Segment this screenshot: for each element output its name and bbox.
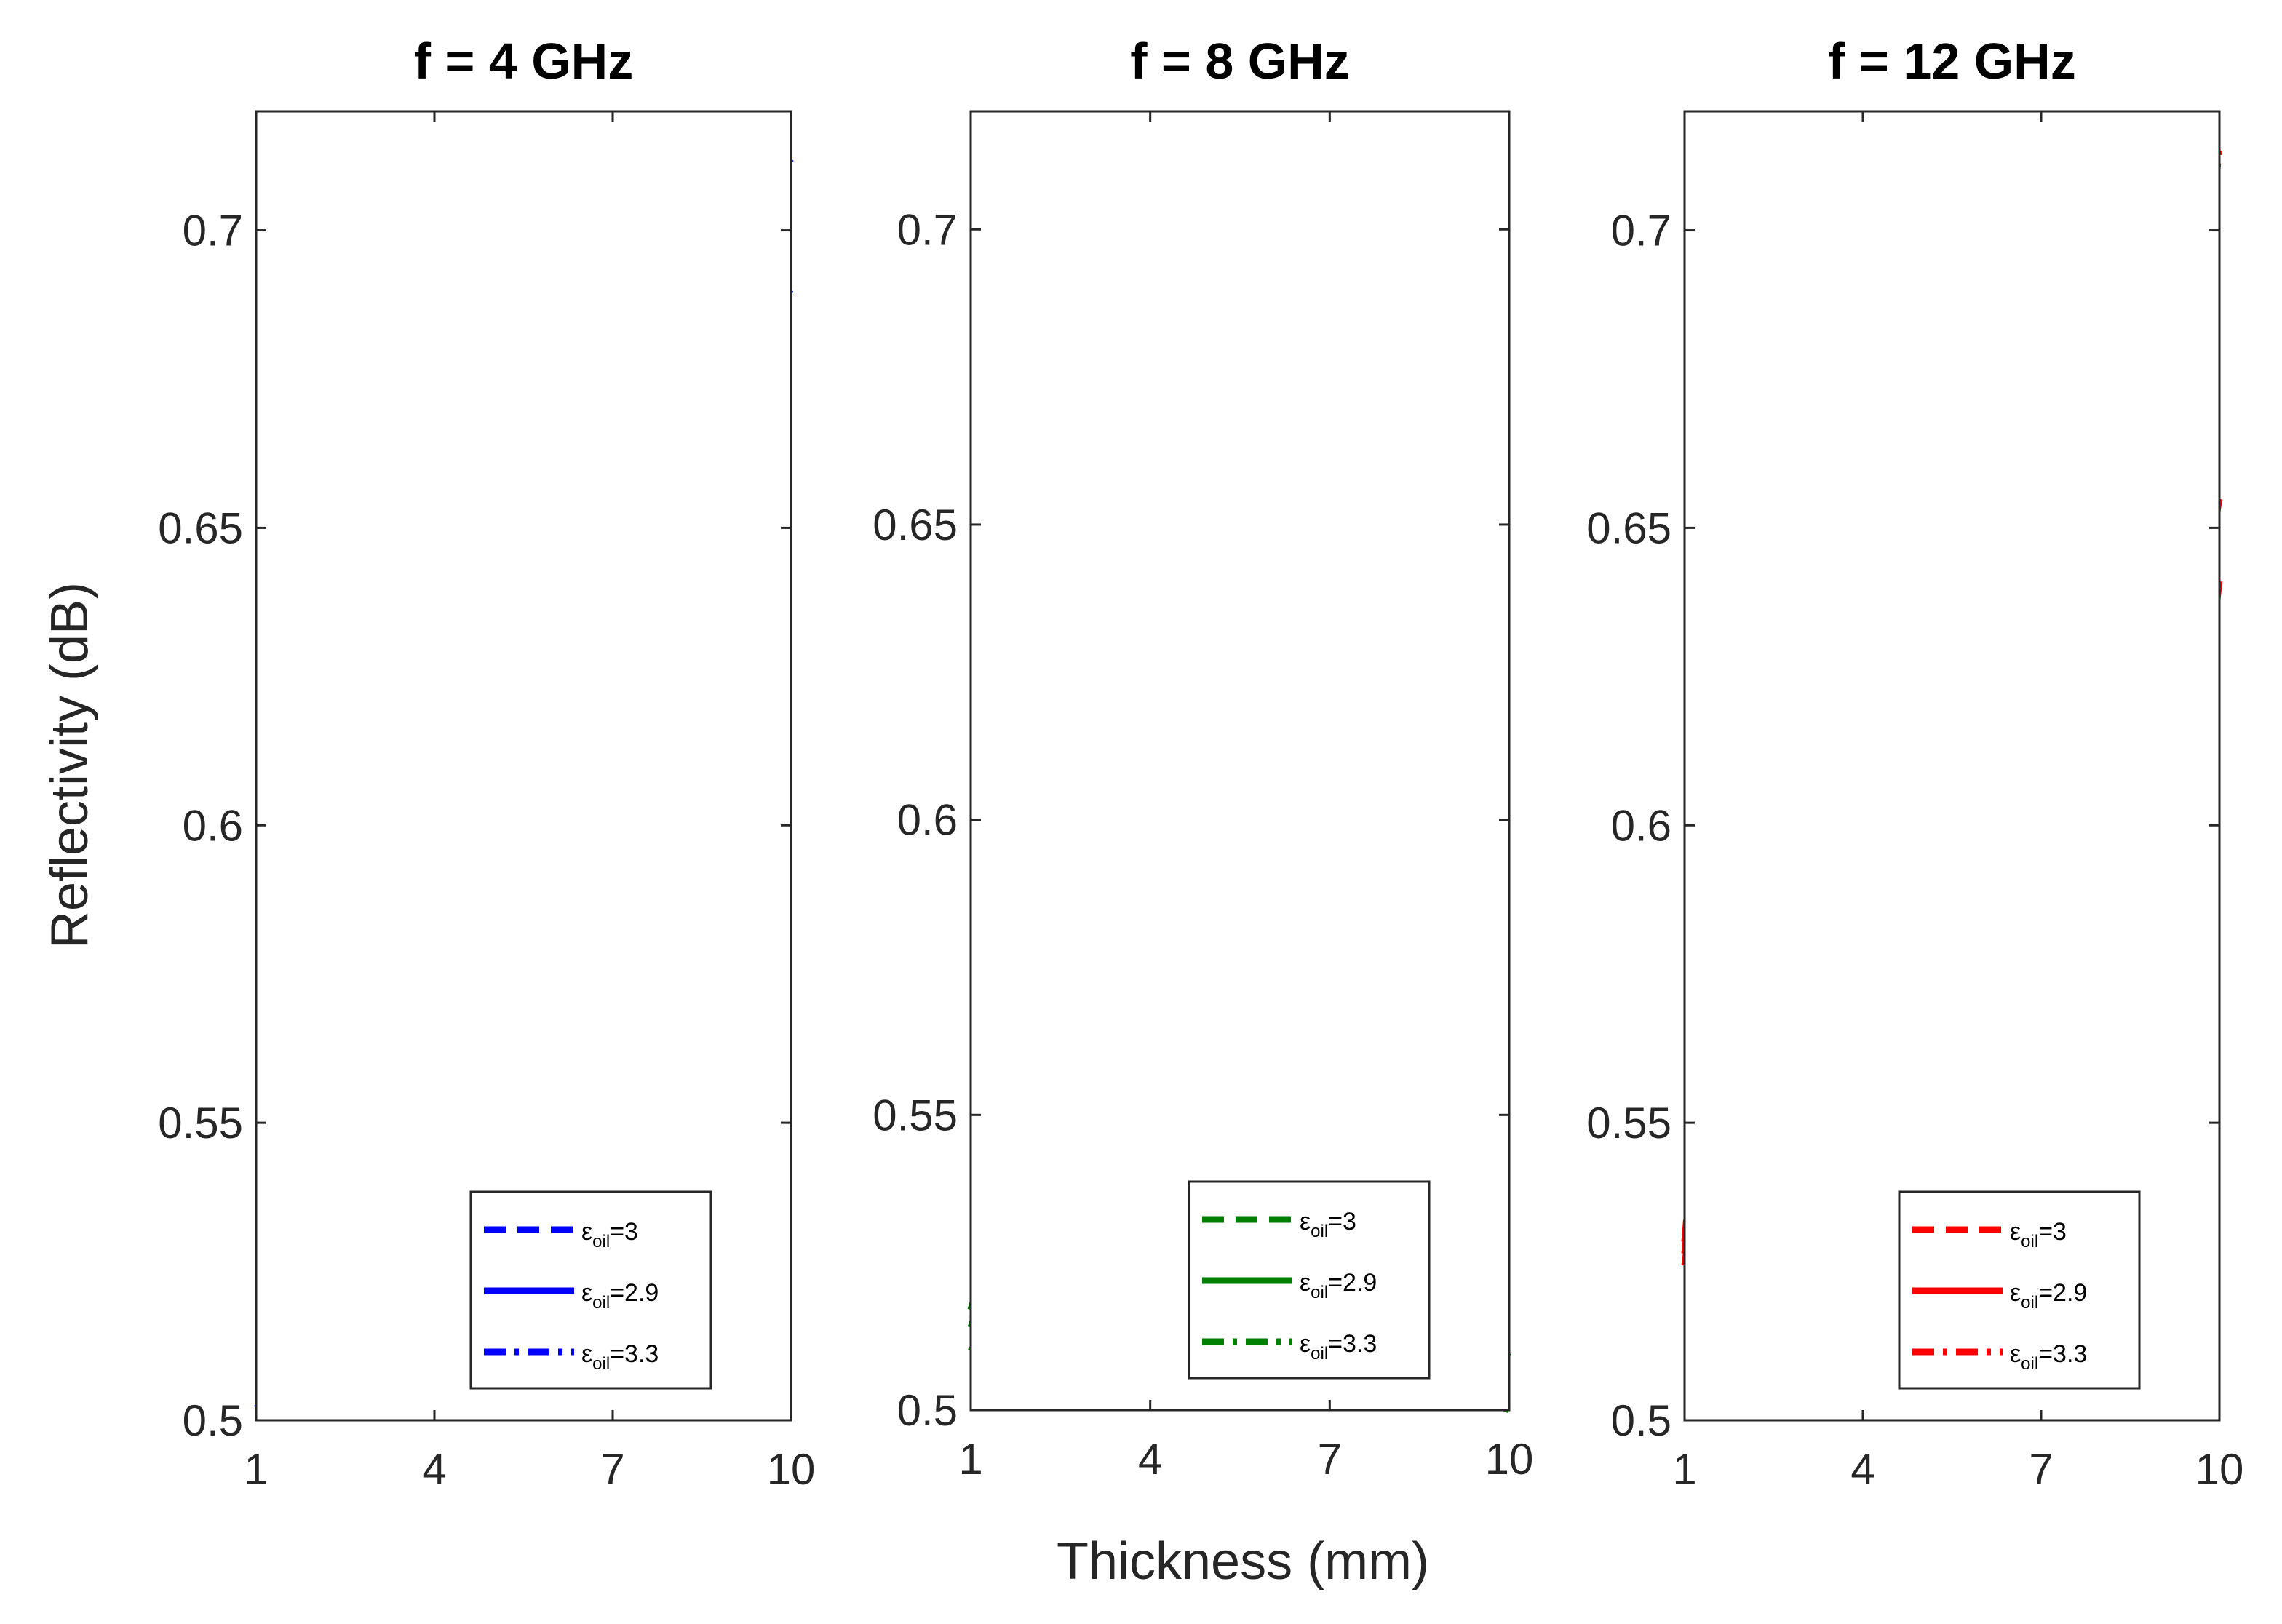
subplot-1: 1 4 7 100.50.550.60.650.7f = 4 GHzεoil=3εoi…	[158, 33, 815, 1494]
y-tick-label: 0.7	[1611, 207, 1671, 255]
y-tick-label: 0.7	[183, 207, 243, 255]
y-tick-label: 0.55	[158, 1099, 243, 1147]
x-tick-label: 1	[244, 1445, 268, 1494]
subplot-panels: 1 4 7 100.50.550.60.650.7f = 4 GHzεoil=3εoi…	[158, 33, 2243, 1494]
legend-entry-label: εoil=3.3	[1300, 1330, 1377, 1364]
y-tick-label: 0.55	[1586, 1099, 1671, 1147]
x-axis-label: Thickness (mm)	[1057, 1532, 1429, 1591]
subplot-3: 1 4 7 100.50.550.60.650.7f = 12 GHzεoil=3εo…	[1586, 33, 2243, 1494]
x-tick-label: 10	[1485, 1435, 1534, 1484]
legend-entry-label: εoil=3	[2010, 1218, 2067, 1251]
y-tick-label: 0.5	[1611, 1396, 1671, 1445]
x-tick-label: 10	[767, 1445, 816, 1494]
y-axis-label: Reflectivity (dB)	[41, 582, 99, 949]
x-tick-label: 7	[600, 1445, 624, 1494]
x-tick-label: 7	[1318, 1435, 1342, 1484]
y-tick-label: 0.5	[183, 1396, 243, 1445]
y-tick-label: 0.6	[183, 801, 243, 850]
legend-entry-label: εoil=3	[581, 1218, 638, 1251]
legend-entry-label: εoil=3	[1300, 1208, 1356, 1241]
y-tick-label: 0.5	[897, 1386, 958, 1435]
y-tick-label: 0.65	[872, 501, 958, 549]
legend-entry-label: εoil=2.9	[2010, 1279, 2087, 1313]
plot-title: f = 4 GHz	[414, 33, 633, 89]
x-tick-label: 1	[958, 1435, 982, 1484]
legend: εoil=3 εoil=2.9 εoil=3.3	[1188, 1180, 1431, 1380]
subplot-2: 1 4 7 100.50.550.60.650.7f = 8 GHzεoil=3εoi…	[872, 33, 1533, 1484]
y-tick-label: 0.65	[1586, 503, 1671, 552]
x-tick-label: 4	[422, 1445, 446, 1494]
legend-entry-label: εoil=3.3	[581, 1340, 659, 1374]
y-tick-label: 0.7	[897, 205, 958, 254]
x-tick-label: 4	[1138, 1435, 1162, 1484]
legend: εoil=3 εoil=2.9 εoil=3.3	[1898, 1190, 2141, 1390]
plot-title: f = 8 GHz	[1130, 33, 1349, 89]
x-tick-label: 10	[2195, 1445, 2244, 1494]
x-tick-label: 1	[1672, 1445, 1696, 1494]
y-tick-label: 0.65	[158, 503, 243, 552]
y-tick-label: 0.55	[872, 1091, 958, 1139]
legend-entry-label: εoil=2.9	[581, 1279, 659, 1313]
legend-entry-label: εoil=3.3	[2010, 1340, 2087, 1374]
legend-entry-label: εoil=2.9	[1300, 1269, 1377, 1302]
plot-title: f = 12 GHz	[1828, 33, 2075, 89]
x-tick-label: 7	[2029, 1445, 2053, 1494]
x-tick-label: 4	[1850, 1445, 1874, 1494]
legend: εoil=3 εoil=2.9 εoil=3.3	[469, 1190, 712, 1390]
y-tick-label: 0.6	[1611, 801, 1671, 850]
y-tick-label: 0.6	[897, 796, 958, 845]
